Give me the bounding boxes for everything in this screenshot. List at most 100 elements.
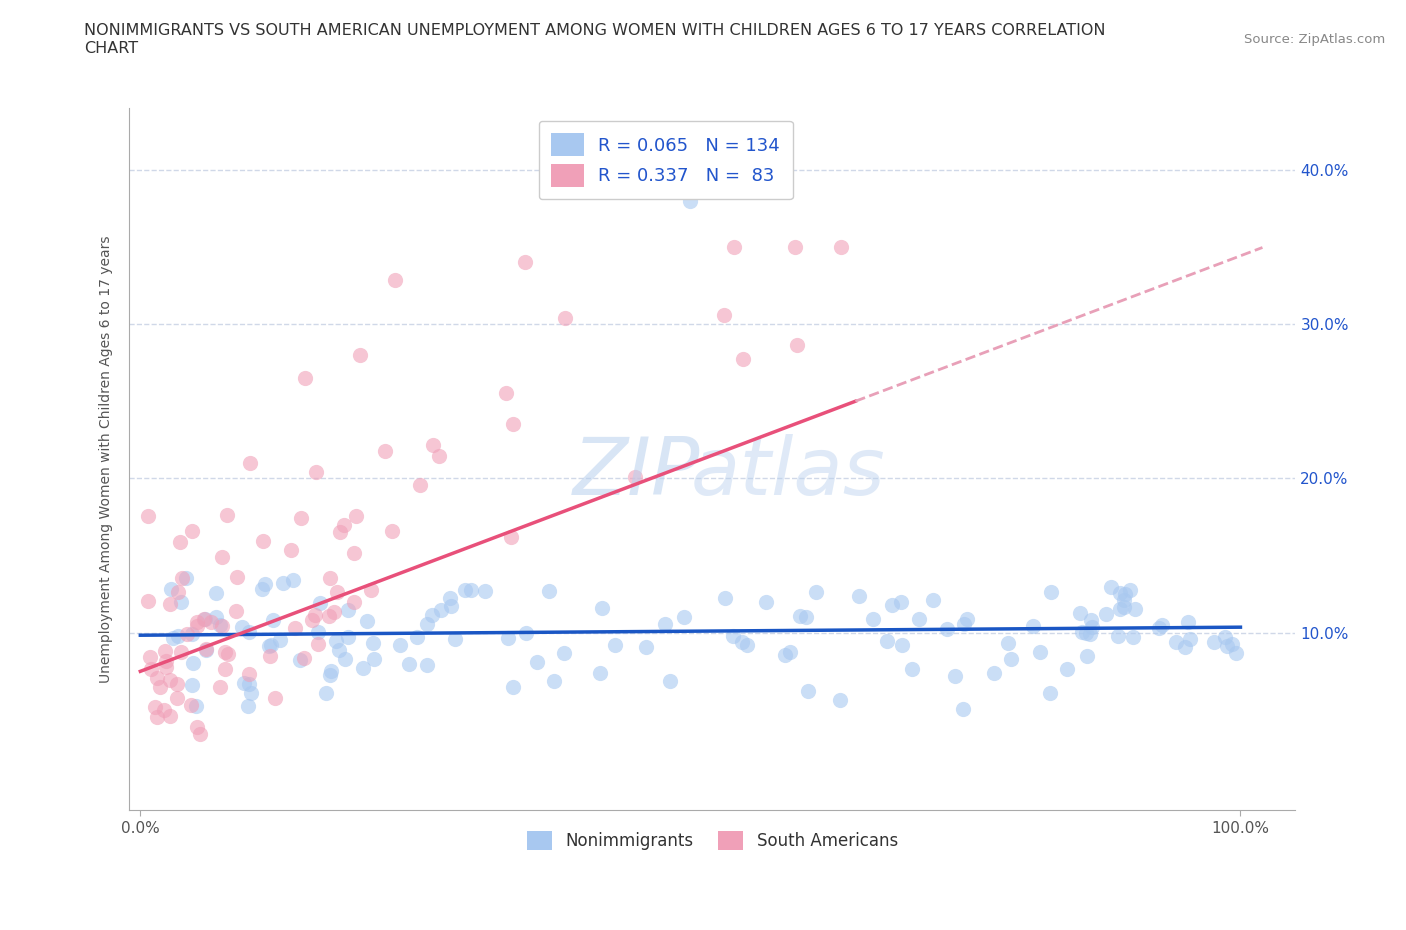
- Point: [1099, 579, 1122, 594]
- Point: [735, 637, 758, 652]
- Point: [166, 629, 188, 644]
- Text: Source: ZipAtlas.com: Source: ZipAtlas.com: [1244, 33, 1385, 46]
- Point: [474, 583, 496, 598]
- Point: [304, 607, 326, 622]
- Point: [180, 698, 202, 712]
- Point: [1022, 618, 1045, 633]
- Point: [307, 624, 329, 639]
- Point: [659, 673, 682, 688]
- Point: [155, 660, 177, 675]
- Point: [186, 720, 208, 735]
- Point: [329, 525, 352, 539]
- Point: [166, 676, 188, 691]
- Point: [215, 508, 238, 523]
- Point: [733, 352, 755, 366]
- Point: [804, 584, 827, 599]
- Point: [294, 371, 316, 386]
- Point: [195, 642, 218, 657]
- Point: [290, 511, 312, 525]
- Point: [1080, 612, 1102, 627]
- Point: [526, 655, 548, 670]
- Point: [1081, 620, 1104, 635]
- Point: [194, 643, 217, 658]
- Point: [713, 308, 735, 323]
- Point: [319, 668, 342, 683]
- Point: [315, 685, 337, 700]
- Point: [211, 550, 233, 565]
- Point: [217, 646, 239, 661]
- Point: [398, 657, 420, 671]
- Point: [236, 698, 259, 713]
- Point: [502, 680, 524, 695]
- Point: [495, 385, 517, 400]
- Point: [654, 617, 676, 631]
- Point: [214, 644, 236, 659]
- Point: [273, 576, 295, 591]
- Point: [360, 582, 382, 597]
- Point: [233, 676, 256, 691]
- Point: [936, 621, 959, 636]
- Point: [1071, 624, 1094, 639]
- Point: [1114, 587, 1136, 602]
- Point: [337, 630, 360, 644]
- Point: [1069, 605, 1091, 620]
- Point: [422, 438, 444, 453]
- Point: [1028, 644, 1050, 659]
- Point: [337, 603, 360, 618]
- Point: [284, 621, 307, 636]
- Text: ZIP: ZIP: [572, 434, 700, 512]
- Point: [323, 604, 346, 619]
- Point: [169, 535, 191, 550]
- Point: [238, 676, 260, 691]
- Point: [673, 610, 696, 625]
- Point: [797, 684, 820, 698]
- Text: NONIMMIGRANTS VS SOUTH AMERICAN UNEMPLOYMENT AMONG WOMEN WITH CHILDREN AGES 6 TO: NONIMMIGRANTS VS SOUTH AMERICAN UNEMPLOY…: [84, 23, 1107, 56]
- Point: [200, 614, 222, 629]
- Point: [136, 593, 159, 608]
- Point: [308, 595, 330, 610]
- Point: [997, 635, 1019, 650]
- Point: [755, 594, 778, 609]
- Legend: Nonimmigrants, South Americans: Nonimmigrants, South Americans: [519, 822, 907, 858]
- Point: [591, 601, 613, 616]
- Point: [1112, 600, 1135, 615]
- Point: [773, 647, 796, 662]
- Point: [416, 658, 439, 672]
- Point: [325, 634, 347, 649]
- Point: [406, 630, 429, 644]
- Point: [440, 598, 463, 613]
- Point: [361, 635, 384, 650]
- Point: [454, 582, 477, 597]
- Point: [205, 585, 228, 600]
- Point: [170, 571, 193, 586]
- Point: [170, 595, 193, 610]
- Point: [1076, 648, 1098, 663]
- Point: [333, 651, 356, 666]
- Point: [1114, 593, 1136, 608]
- Point: [384, 272, 406, 287]
- Point: [318, 608, 340, 623]
- Point: [605, 638, 627, 653]
- Point: [159, 709, 181, 724]
- Point: [876, 634, 898, 649]
- Point: [139, 661, 162, 676]
- Y-axis label: Unemployment Among Women with Children Ages 6 to 17 years: Unemployment Among Women with Children A…: [100, 235, 114, 683]
- Point: [1225, 645, 1247, 660]
- Point: [374, 444, 396, 458]
- Point: [176, 570, 198, 585]
- Point: [890, 638, 912, 653]
- Point: [193, 612, 215, 627]
- Point: [430, 603, 453, 618]
- Point: [1039, 686, 1062, 701]
- Point: [166, 585, 188, 600]
- Point: [1056, 662, 1078, 677]
- Point: [1040, 585, 1063, 600]
- Point: [225, 604, 247, 618]
- Point: [1109, 585, 1132, 600]
- Point: [953, 617, 976, 631]
- Point: [143, 699, 166, 714]
- Point: [499, 530, 522, 545]
- Point: [136, 509, 159, 524]
- Point: [723, 239, 745, 254]
- Point: [714, 591, 737, 605]
